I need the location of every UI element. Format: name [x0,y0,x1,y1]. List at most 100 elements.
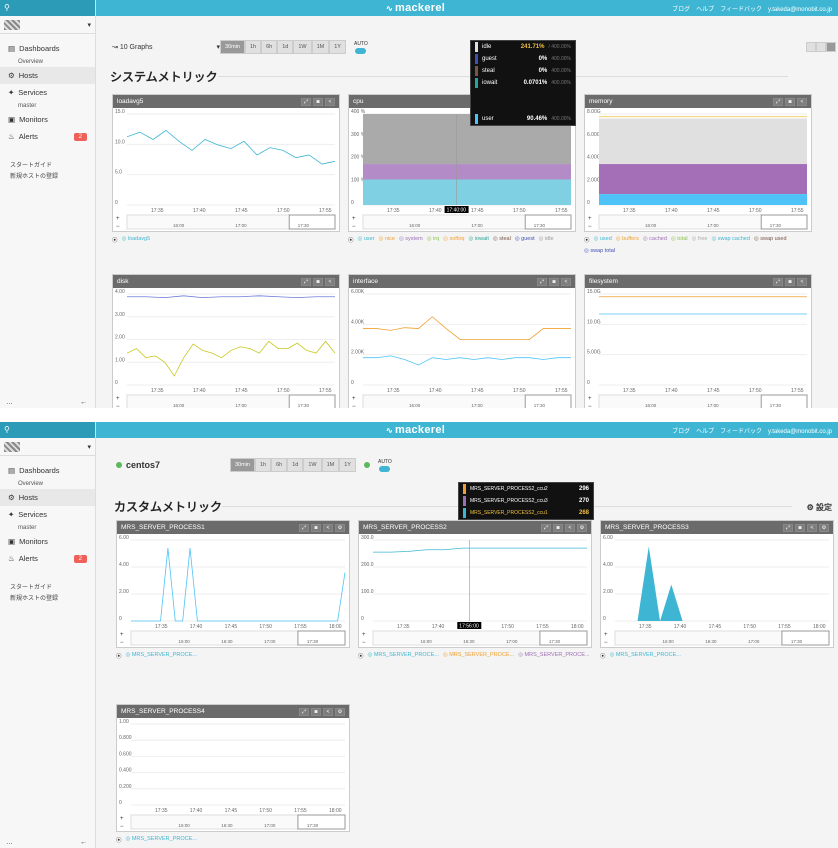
navigator-selection[interactable] [760,214,808,230]
org-selector[interactable]: ▾ [0,438,95,456]
camera-icon[interactable]: ◙ [313,278,323,286]
navigator-selection[interactable] [297,814,346,830]
sidebar-item-dashboards[interactable]: ▤ Dashboards [8,466,60,475]
navigator-selection[interactable] [760,394,808,408]
zoom-in-icon[interactable]: + [120,816,124,822]
expand-icon[interactable]: ⤢ [299,524,309,532]
legend-item[interactable]: ◎ nice [379,236,395,244]
legend-item[interactable]: ◎ MRS_SERVER_PROCE... [610,652,681,660]
gear-icon[interactable]: ⚙ [577,524,587,532]
logo[interactable]: ∿ mackerel [386,424,446,436]
legend-item[interactable]: ◎ buffers [616,236,639,244]
camera-icon[interactable]: ◙ [311,708,321,716]
camera-icon[interactable]: ◙ [313,98,323,106]
navigator-selection[interactable] [288,394,336,408]
zoom-out-icon[interactable]: − [352,404,356,408]
search-bar[interactable]: ⚲ [0,0,95,16]
navigator-selection[interactable] [539,630,588,646]
expand-icon[interactable]: ⤢ [301,98,311,106]
zoom-in-icon[interactable]: + [116,396,120,402]
legend-toggle-icon[interactable]: ⦿ [358,654,364,660]
graph-plot[interactable]: 15.0G 10.0G 5.00G 0 17:35 17:40 17:45 17:50 17:5… [585,288,811,408]
expand-icon[interactable]: ⤢ [299,708,309,716]
time-range-1h[interactable]: 1h [244,40,262,54]
legend-toggle-icon[interactable]: ⦿ [584,238,590,244]
graph-plot[interactable]: 6.00K 4.00K 2.00K 0 17:35 17:40 17:45 17:50 17:5… [349,288,575,408]
zoom-in-icon[interactable]: + [352,396,356,402]
share-icon[interactable]: < [565,524,575,532]
time-range-1M[interactable]: 1M [311,40,330,54]
legend-item[interactable]: ◎ idle [539,236,554,244]
legend-toggle-icon[interactable]: ⦿ [600,654,606,660]
legend-item[interactable]: ◎ MRS_SERVER_PROCE... [126,652,197,660]
time-range-1Y[interactable]: 1Y [339,458,356,472]
graph-plot[interactable]: 1.00 0.800 0.600 0.400 0.200 0 17:35 17:40 17:45… [117,718,349,831]
legend-item[interactable]: ◎ total [671,236,688,244]
graph-count-selector[interactable]: ↝ 10 Graphs ▾ [112,44,220,51]
legend-item[interactable]: ◎ steal [493,236,511,244]
zoom-in-icon[interactable]: + [352,216,356,222]
legend-item[interactable]: ◎ cached [643,236,667,244]
sidebar-item-services[interactable]: ✦ Services [8,88,48,97]
legend-item[interactable]: ◎ system [399,236,423,244]
sidebar-item-services[interactable]: ✦ Services [8,510,48,519]
gear-icon[interactable]: ⚙ [335,524,345,532]
zoom-out-icon[interactable]: − [116,404,120,408]
time-range-6h[interactable]: 6h [261,40,278,54]
expand-icon[interactable]: ⤢ [541,524,551,532]
camera-icon[interactable]: ◙ [785,278,795,286]
expand-icon[interactable]: ⤢ [537,278,547,286]
nav-feedback[interactable]: フィードバック [720,429,762,435]
collapse-icon[interactable]: ← [80,839,87,846]
auto-toggle[interactable] [355,47,367,54]
time-range-1h[interactable]: 1h [254,458,272,472]
auto-toggle[interactable] [379,465,391,472]
sidebar-item-hosts[interactable]: ⚙ Hosts [0,489,95,506]
legend-item[interactable]: ◎ MRS_SERVER_PROCE... [126,836,197,844]
new-host-link[interactable]: 新規ホストの登録 [10,596,59,602]
graph-plot[interactable]: 4.00 3.00 2.00 1.00 0 17:35 17:40 17:45 17:50 17:… [113,288,339,408]
zoom-out-icon[interactable]: − [588,404,592,408]
sidebar-item-master[interactable]: master [18,103,37,109]
graph-plot[interactable]: 8.00G 6.00G 4.00G 2.00G 0 17:35 17:40 17:45 17:5… [585,108,811,231]
sidebar-item-alerts[interactable]: ♨ Alerts 2 [0,550,95,567]
camera-icon[interactable]: ◙ [553,524,563,532]
zoom-out-icon[interactable]: − [352,224,356,230]
graph-plot[interactable]: 400 % 300 % 200 % 100 % 0 17:35 17:40 17:45 17:5… [349,108,575,231]
legend-item[interactable]: ◎ user [358,236,375,244]
search-icon[interactable]: ⚲ [4,3,10,12]
start-guide-link[interactable]: スタートガイド [10,163,53,169]
camera-icon[interactable]: ◙ [785,98,795,106]
sidebar-item-monitors[interactable]: ▣ Monitors [8,537,48,546]
graph-plot[interactable]: 300.0200.0100.0017:3517:4017:4517:5017:5… [359,534,591,647]
expand-icon[interactable]: ⤢ [301,278,311,286]
auto-refresh[interactable]: AUTO [354,41,368,54]
legend-item[interactable]: ◎ swap used [754,236,787,244]
share-icon[interactable]: < [797,98,807,106]
sidebar-item-monitors[interactable]: ▣ Monitors [8,115,48,124]
layout-3-col[interactable] [826,42,836,52]
zoom-in-icon[interactable]: + [604,632,608,638]
expand-icon[interactable]: ⤢ [773,278,783,286]
zoom-out-icon[interactable]: − [116,224,120,230]
share-icon[interactable]: < [797,278,807,286]
time-range-1d[interactable]: 1d [277,40,294,54]
legend-item[interactable]: ◎ used [594,236,612,244]
auto-refresh[interactable]: AUTO [378,459,392,472]
sidebar-item-overview[interactable]: Overview [18,481,44,487]
time-range-6h[interactable]: 6h [271,458,288,472]
sidebar-item-master[interactable]: master [18,525,37,531]
zoom-in-icon[interactable]: + [116,216,120,222]
zoom-in-icon[interactable]: + [120,632,124,638]
expand-icon[interactable]: ⤢ [773,98,783,106]
legend-toggle-icon[interactable]: ⦿ [348,238,354,244]
time-range-1W[interactable]: 1W [303,458,322,472]
navigator-selection[interactable] [524,214,572,230]
time-range-1Y[interactable]: 1Y [329,40,346,54]
legend-toggle-icon[interactable]: ⦿ [116,838,122,844]
nav-help[interactable]: ヘルプ [696,429,715,435]
navigator-selection[interactable] [781,630,830,646]
navigator-selection[interactable] [288,214,336,230]
search-bar[interactable]: ⚲ [0,422,95,438]
nav-blog[interactable]: ブログ [672,7,691,13]
